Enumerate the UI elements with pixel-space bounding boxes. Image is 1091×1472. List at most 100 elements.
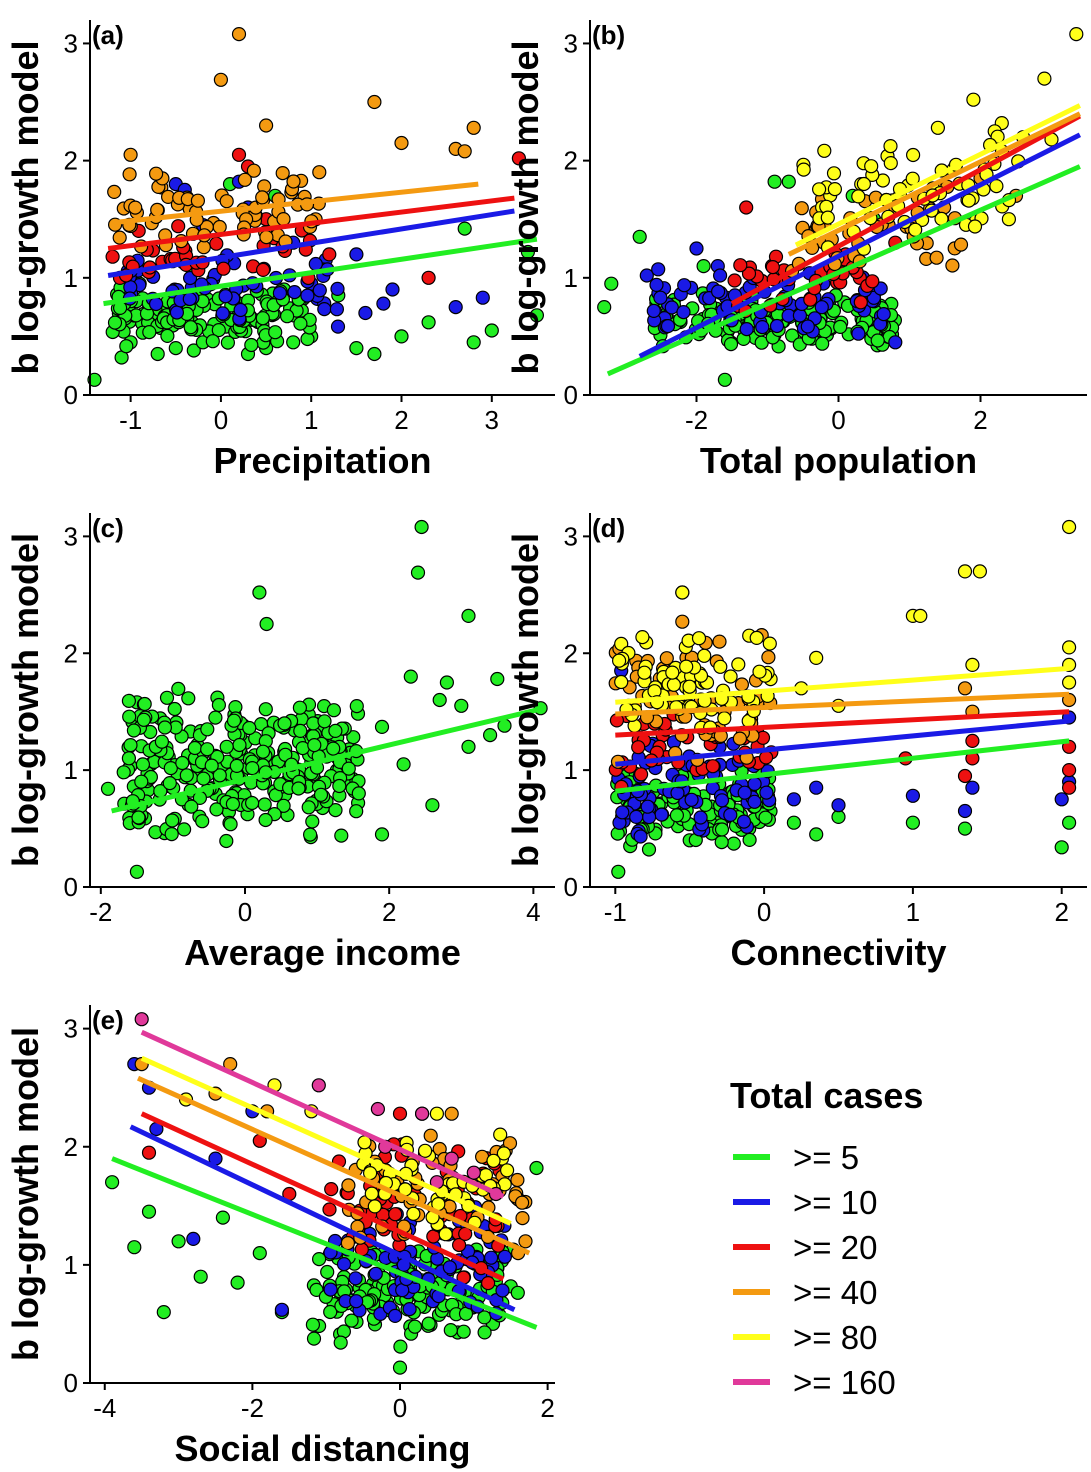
data-point <box>349 1294 364 1309</box>
y-axis-title: b log-growth model <box>5 533 46 867</box>
data-point <box>477 1325 492 1340</box>
data-point <box>967 219 983 234</box>
data-point <box>739 322 754 337</box>
data-point <box>529 308 545 323</box>
data-point <box>257 797 272 812</box>
data-point <box>121 693 136 709</box>
data-point <box>219 194 234 209</box>
data-point <box>394 329 409 344</box>
data-point <box>286 174 301 189</box>
data-point <box>349 698 364 714</box>
data-point <box>767 174 782 189</box>
data-point <box>154 734 169 749</box>
data-point <box>242 720 257 736</box>
data-point <box>374 719 390 735</box>
x-tick-label: 0 <box>214 405 228 435</box>
data-point <box>164 826 179 842</box>
data-point <box>186 1231 201 1247</box>
data-point <box>230 1275 245 1290</box>
x-tick-label: -1 <box>604 897 627 927</box>
data-point <box>820 210 835 225</box>
data-point <box>196 771 211 786</box>
data-point <box>723 337 739 352</box>
data-point <box>276 212 291 227</box>
data-point <box>134 1012 149 1027</box>
data-point <box>292 700 307 715</box>
data-point <box>348 1271 363 1286</box>
data-point <box>631 740 646 755</box>
data-point <box>457 144 472 159</box>
fit-line <box>107 208 515 278</box>
x-axis-title: Average income <box>184 932 461 973</box>
data-point <box>475 290 490 305</box>
data-point <box>611 653 627 668</box>
data-point <box>629 809 644 825</box>
data-point <box>259 118 274 133</box>
data-point <box>305 814 320 829</box>
y-tick-label: 2 <box>564 146 578 176</box>
legend-label: >= 10 <box>793 1184 877 1221</box>
data-point <box>713 659 728 674</box>
fit-line <box>111 1156 538 1330</box>
data-point <box>171 681 186 697</box>
legend-item: >= 160 <box>733 1364 896 1401</box>
data-point <box>107 315 123 330</box>
data-point <box>255 744 271 759</box>
data-point <box>276 798 291 813</box>
x-tick-label: 2 <box>382 897 396 927</box>
data-point <box>351 786 366 801</box>
data-point <box>149 166 164 181</box>
y-tick-label: 0 <box>64 380 78 410</box>
data-point <box>786 815 802 830</box>
data-point <box>502 1136 518 1151</box>
data-point <box>223 817 238 832</box>
data-point <box>733 258 748 273</box>
data-points <box>597 26 1084 387</box>
data-point <box>312 165 327 180</box>
y-tick-label: 2 <box>564 638 578 668</box>
data-point <box>945 258 960 273</box>
data-point <box>287 285 302 300</box>
data-point <box>851 326 866 341</box>
data-point <box>675 614 690 629</box>
data-point <box>1069 26 1084 42</box>
data-point <box>179 768 194 783</box>
data-point <box>457 221 472 236</box>
y-tick-label: 3 <box>64 1014 78 1044</box>
data-point <box>717 711 732 726</box>
data-points <box>100 519 548 879</box>
data-point <box>758 810 773 825</box>
legend-label: >= 5 <box>793 1139 859 1176</box>
data-point <box>394 135 409 151</box>
data-point <box>913 608 928 624</box>
legend-item: >= 5 <box>733 1139 859 1176</box>
data-point <box>167 701 182 717</box>
fit-line <box>107 195 515 251</box>
data-point <box>142 325 157 340</box>
x-tick-label: 2 <box>1054 897 1068 927</box>
data-point <box>1001 212 1017 227</box>
fit-line <box>136 1075 531 1256</box>
data-point <box>122 167 137 182</box>
data-point <box>456 1324 471 1339</box>
data-point <box>737 785 752 800</box>
data-point <box>336 1256 352 1272</box>
data-point <box>792 308 808 323</box>
fit-line <box>112 181 479 226</box>
data-point <box>458 1226 473 1242</box>
data-point <box>349 804 364 819</box>
panel-tag: (c) <box>92 513 124 543</box>
data-point <box>374 827 390 842</box>
data-point <box>604 276 619 291</box>
data-point <box>961 193 976 208</box>
data-point <box>461 608 476 624</box>
data-point <box>286 335 301 350</box>
data-point <box>159 690 175 705</box>
data-point <box>126 723 141 738</box>
data-point <box>149 296 164 312</box>
data-point <box>328 723 343 739</box>
x-tick-label: 0 <box>393 1393 407 1423</box>
data-point <box>212 768 227 783</box>
data-point <box>205 334 220 349</box>
data-point <box>741 266 757 281</box>
